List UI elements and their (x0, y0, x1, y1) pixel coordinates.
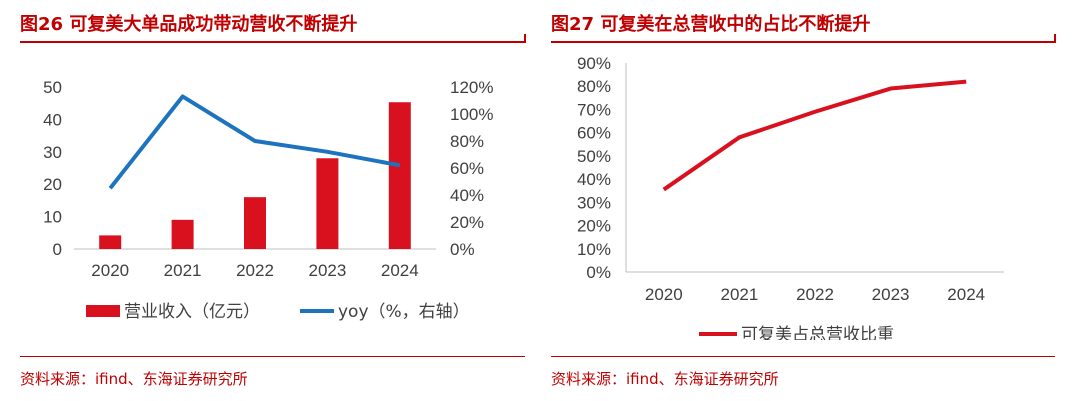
share-line (662, 79, 967, 192)
figure-27-source: 资料来源：ifind、东海证券研究所 (551, 370, 779, 388)
source-rule (551, 356, 1055, 357)
y-right-tick-label: 80% (450, 132, 484, 151)
y-right-tick-label: 20% (450, 213, 484, 232)
x-tick-label: 2020 (645, 285, 683, 304)
revenue-bar (388, 102, 411, 249)
y-tick-label: 40% (577, 170, 611, 189)
y-right-tick-label: 120% (450, 78, 493, 97)
x-tick-label: 2024 (381, 261, 419, 280)
legend-swatch-revenue (86, 305, 120, 317)
revenue-bar (244, 197, 266, 249)
y-left-tick-label: 30 (43, 143, 62, 162)
figure-27-title: 图27 可复美在总营收中的占比不断提升 (551, 14, 871, 35)
y-tick-label: 80% (577, 77, 611, 96)
x-tick-label: 2022 (796, 285, 834, 304)
y-left-tick-label: 50 (43, 78, 62, 97)
x-tick-label: 2023 (308, 261, 346, 280)
title-rule-end-tick (524, 34, 526, 43)
figure-26-title: 图26 可复美大单品成功带动营收不断提升 (20, 14, 358, 35)
legend-label-yoy: yoy（%，右轴） (338, 302, 470, 322)
y-right-tick-label: 40% (450, 186, 484, 205)
y-tick-label: 50% (577, 147, 611, 166)
figure-26-source: 资料来源：ifind、东海证券研究所 (20, 370, 248, 388)
x-tick-label: 2023 (872, 285, 910, 304)
revenue-bar (99, 235, 122, 249)
y-left-tick-label: 20 (43, 175, 62, 194)
figure-27-panel: 图27 可复美在总营收中的占比不断提升 0% 10% 20% 30% 40% 50% 60%… (549, 0, 1080, 401)
x-tick-label: 2021 (164, 261, 202, 280)
x-tick-label: 2022 (236, 261, 274, 280)
y-tick-label: 30% (577, 193, 611, 212)
y-tick-label: 90% (577, 54, 611, 73)
y-right-tick-label: 60% (450, 159, 484, 178)
y-right-tick-label: 100% (450, 105, 493, 124)
share-chart: 0% 10% 20% 30% 40% 50% 60% 70% 80% 90% 2020 2021 202… (577, 54, 1004, 340)
y-left-tick-label: 40 (43, 110, 62, 129)
title-rule (20, 41, 525, 43)
y-right-tick-label: 0% (450, 240, 475, 259)
y-tick-label: 20% (577, 217, 611, 236)
revenue-bar (316, 158, 339, 249)
revenue-chart: 0 10 20 30 40 50 0% 20% 40% 60% 80% 100% 120% 2020 202… (43, 78, 493, 322)
x-tick-label: 2024 (947, 285, 985, 304)
x-tick-label: 2020 (91, 261, 129, 280)
y-tick-label: 10% (577, 240, 611, 259)
y-tick-label: 70% (577, 100, 611, 119)
y-left-tick-label: 10 (43, 208, 62, 227)
y-tick-label: 60% (577, 124, 611, 143)
source-rule (20, 356, 525, 357)
legend-label-share: 可复美占总营收比重 (741, 325, 894, 340)
figure-26-panel: 图26 可复美大单品成功带动营收不断提升 0 10 20 30 40 50 0% 20% 40%… (0, 0, 530, 401)
title-rule (551, 41, 1055, 43)
revenue-bar (171, 219, 194, 249)
y-tick-label: 0% (586, 263, 611, 282)
title-rule-end-tick (1054, 34, 1056, 43)
x-tick-label: 2021 (720, 285, 758, 304)
legend-label-revenue: 营业收入（亿元） (124, 302, 260, 322)
yoy-line (108, 94, 401, 190)
y-left-tick-label: 0 (53, 240, 62, 259)
